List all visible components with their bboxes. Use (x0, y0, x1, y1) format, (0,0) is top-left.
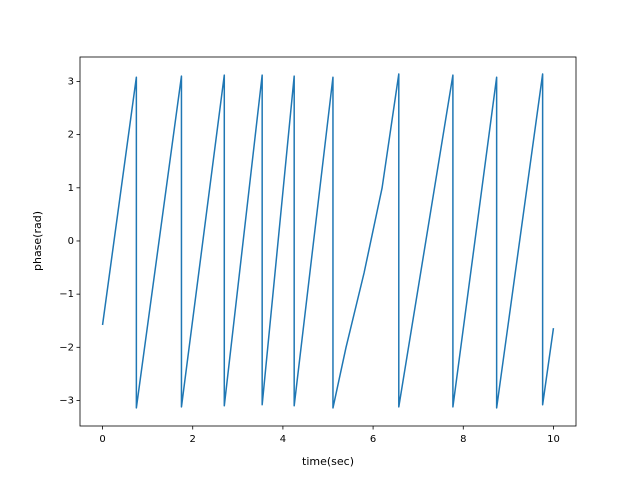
phase-line (101, 73, 555, 409)
x-tick-label: 10 (547, 434, 560, 445)
x-tick-label: 8 (460, 434, 466, 445)
y-tick-label: −3 (59, 395, 74, 406)
x-tick-label: 0 (99, 434, 105, 445)
y-tick-label: −2 (59, 342, 74, 353)
y-tick-label: −1 (59, 289, 74, 300)
x-tick-label: 2 (190, 434, 196, 445)
y-tick-label: 1 (68, 183, 74, 194)
y-tick-label: 2 (68, 130, 74, 141)
x-tick-label: 4 (280, 434, 286, 445)
x-axis-label: time(sec) (302, 455, 354, 468)
y-tick-label: 3 (68, 76, 74, 87)
y-tick-label: 0 (68, 236, 74, 247)
x-tick-label: 6 (370, 434, 376, 445)
y-axis-label: phase(rad) (31, 211, 44, 271)
plot-frame (79, 56, 577, 427)
